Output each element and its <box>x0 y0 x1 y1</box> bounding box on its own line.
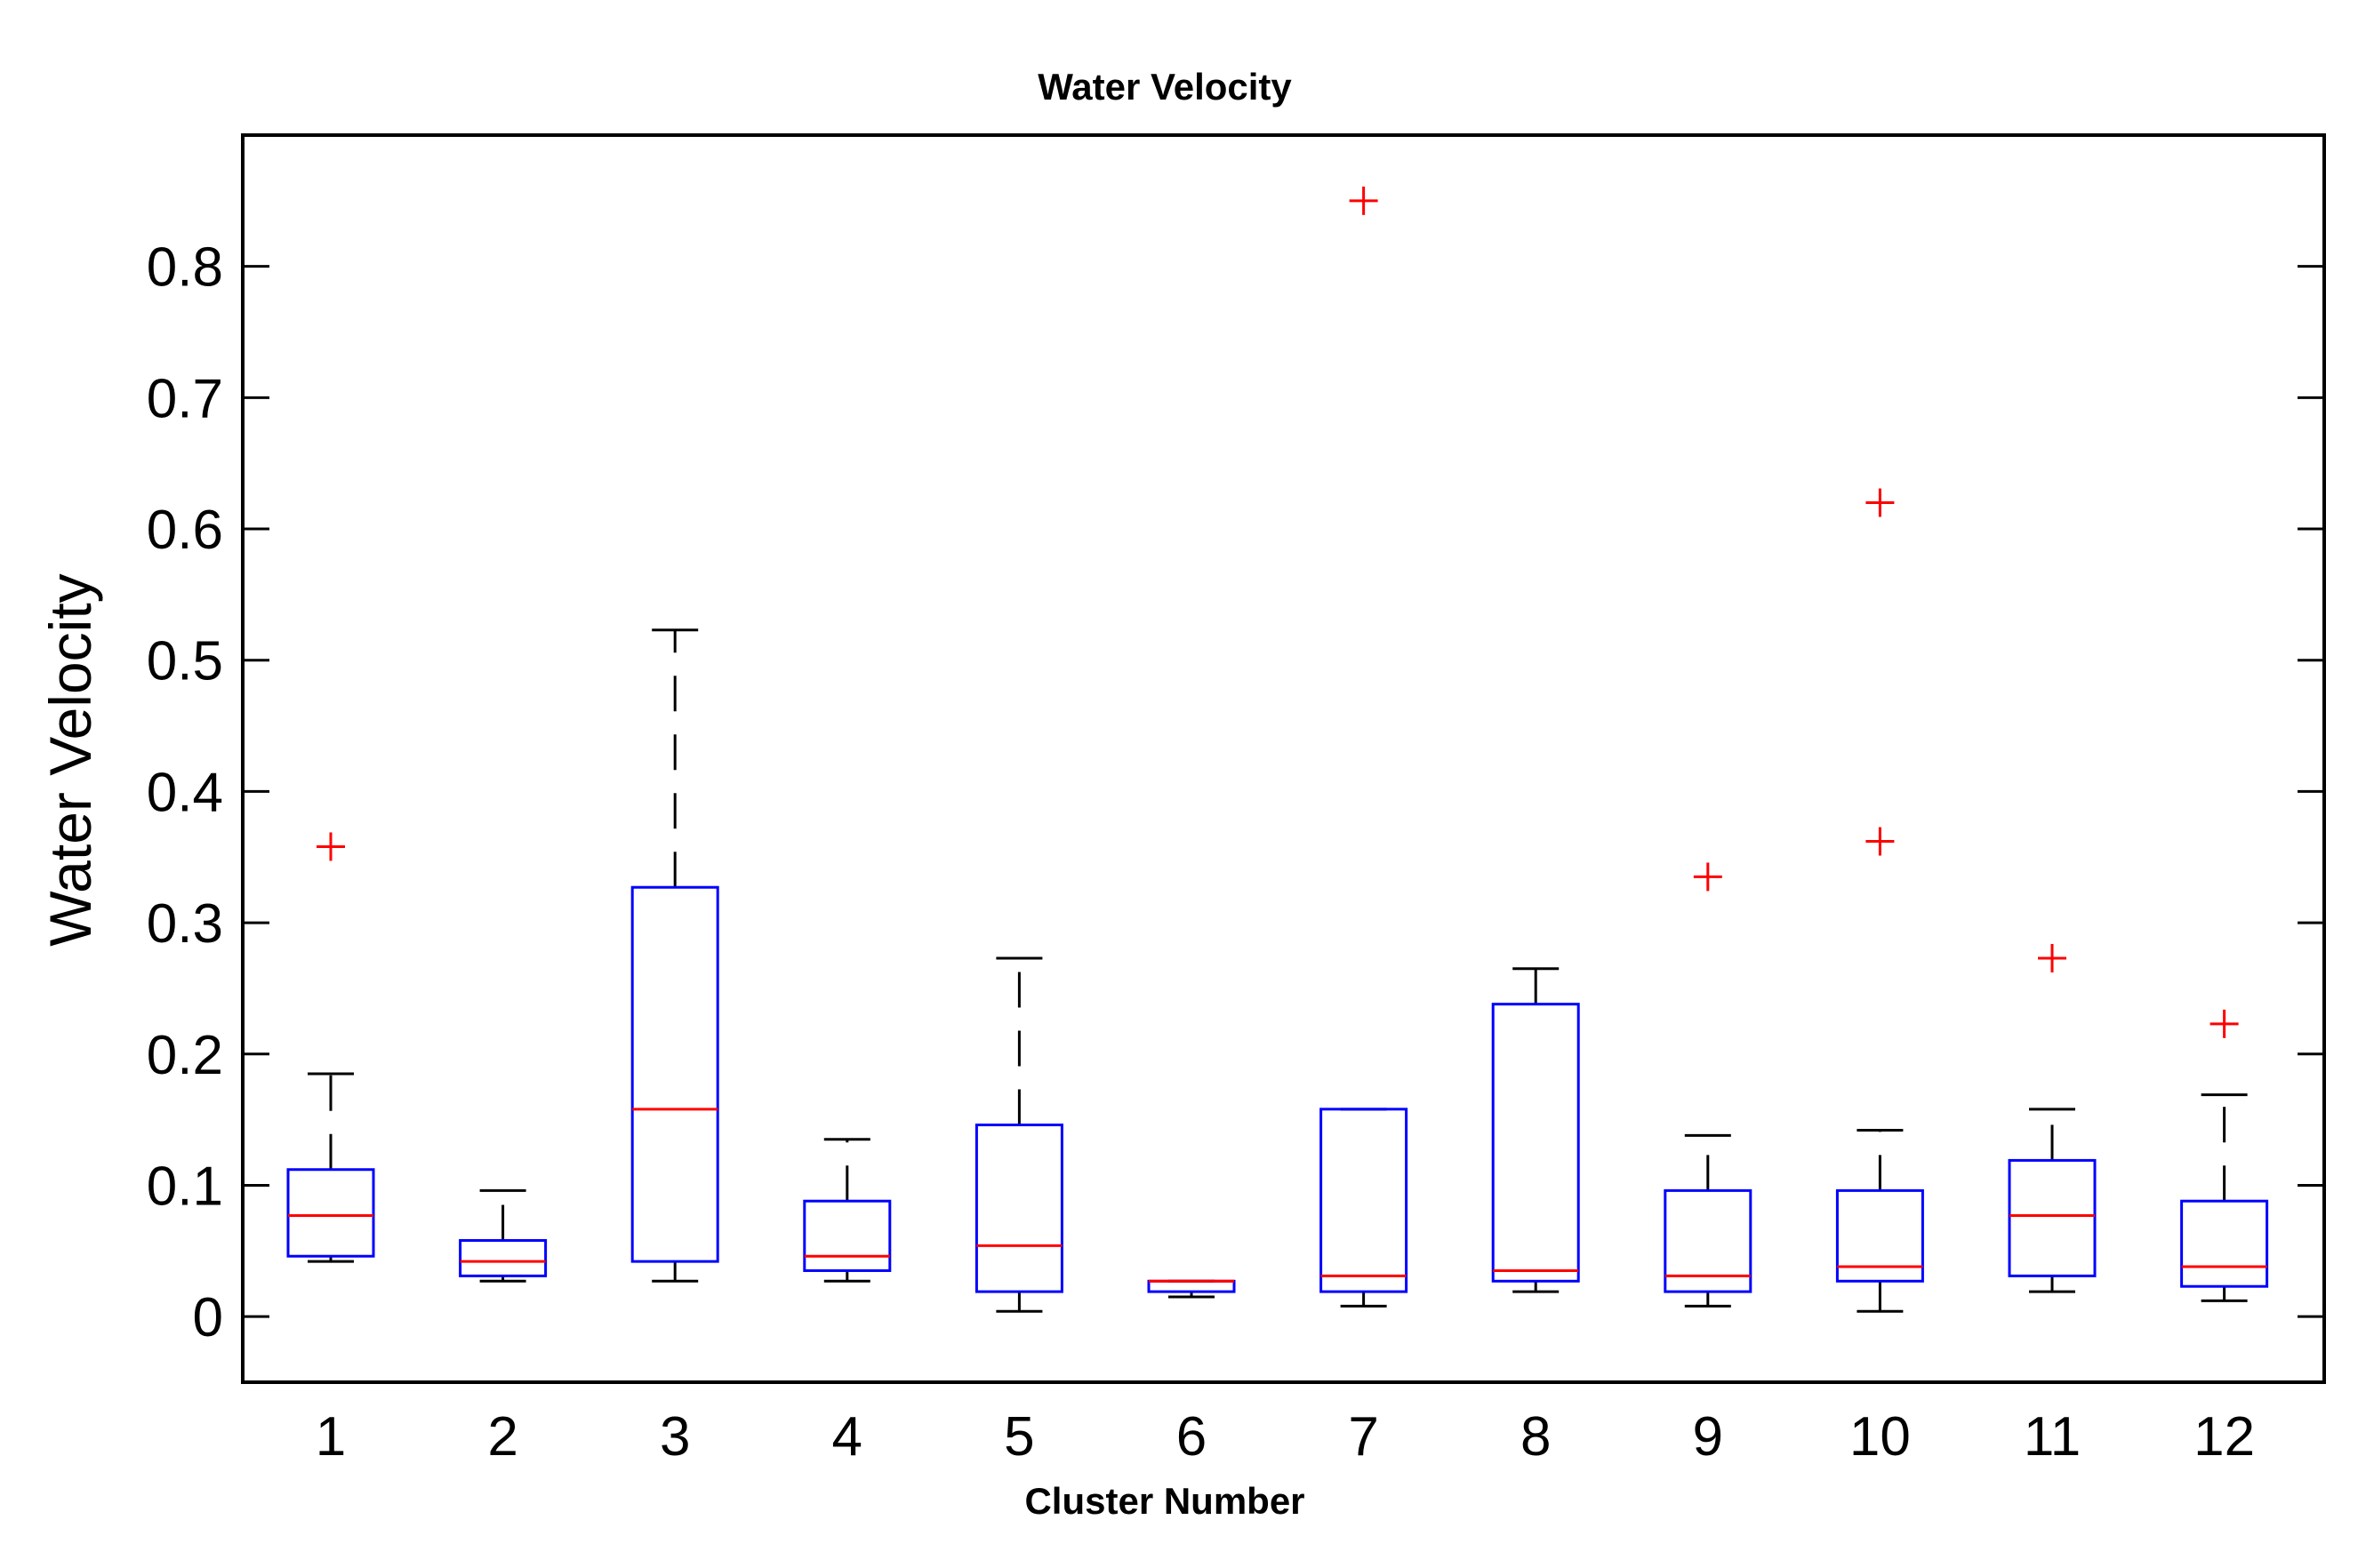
x-tick-label: 8 <box>1520 1406 1551 1468</box>
box <box>1664 1188 1752 1293</box>
x-axis-label: Cluster Number <box>1024 1480 1304 1522</box>
x-tick-label: 10 <box>1849 1406 1911 1468</box>
box-group-4 <box>803 1138 892 1283</box>
box <box>1491 1003 1580 1283</box>
box-group-6 <box>1147 1279 1236 1299</box>
box <box>2008 1158 2097 1277</box>
y-tick-label: 0.6 <box>147 500 223 561</box>
box-group-1 <box>286 832 375 1263</box>
outlier-marker <box>2210 1009 2239 1038</box>
box <box>974 1124 1063 1293</box>
x-tick-label: 1 <box>316 1406 346 1468</box>
y-tick-label: 0.8 <box>147 237 223 299</box>
x-tick-label: 12 <box>2194 1406 2255 1468</box>
x-tick-label: 3 <box>660 1406 690 1468</box>
outlier-marker <box>2038 943 2066 972</box>
box <box>1319 1108 1408 1293</box>
box-group-3 <box>630 628 719 1283</box>
outlier-marker <box>1693 862 1722 892</box>
box-group-9 <box>1664 862 1752 1308</box>
box <box>630 885 719 1263</box>
y-axis-label: Water Velocity <box>37 573 103 946</box>
chart-title: Water Velocity <box>1038 66 1292 108</box>
box <box>803 1199 892 1272</box>
x-tick-label: 2 <box>487 1406 517 1468</box>
outlier-marker <box>1865 488 1895 517</box>
outlier-marker <box>1865 827 1895 856</box>
plot-area <box>286 186 2269 1313</box>
x-tick-label: 9 <box>1693 1406 1723 1468</box>
x-tick-label: 5 <box>1004 1406 1034 1468</box>
box-group-8 <box>1491 967 1580 1293</box>
box-group-7 <box>1319 186 1408 1308</box>
y-tick-label: 0.1 <box>147 1156 223 1217</box>
box-group-12 <box>2180 1009 2269 1302</box>
outlier-marker <box>317 832 345 861</box>
y-tick-label: 0.7 <box>147 368 223 429</box>
box <box>1147 1279 1236 1293</box>
x-tick-label: 6 <box>1176 1406 1207 1468</box>
box-group-11 <box>2008 943 2097 1293</box>
x-tick-label: 11 <box>2024 1406 2081 1468</box>
axes: 00.10.20.30.40.50.60.70.81 2 3 4 5 6 7 8 9 10 11 12 <box>147 133 2326 1468</box>
y-tick-label: 0.3 <box>147 893 223 955</box>
outlier-marker <box>1349 186 1378 215</box>
y-tick-label: 0.5 <box>147 631 223 692</box>
box <box>286 1168 375 1258</box>
box <box>1835 1188 1924 1283</box>
box-group-10 <box>1835 488 1924 1313</box>
box <box>459 1239 548 1277</box>
x-tick-label: 7 <box>1348 1406 1378 1468</box>
y-tick-label: 0.4 <box>147 762 223 823</box>
y-tick-label: 0 <box>193 1287 223 1348</box>
plot-frame <box>241 133 2326 1384</box>
box-group-2 <box>459 1188 548 1283</box>
box <box>2180 1199 2269 1288</box>
y-tick-label: 0.2 <box>147 1025 223 1086</box>
x-tick-label: 4 <box>832 1406 862 1468</box>
box-group-5 <box>974 956 1063 1313</box>
